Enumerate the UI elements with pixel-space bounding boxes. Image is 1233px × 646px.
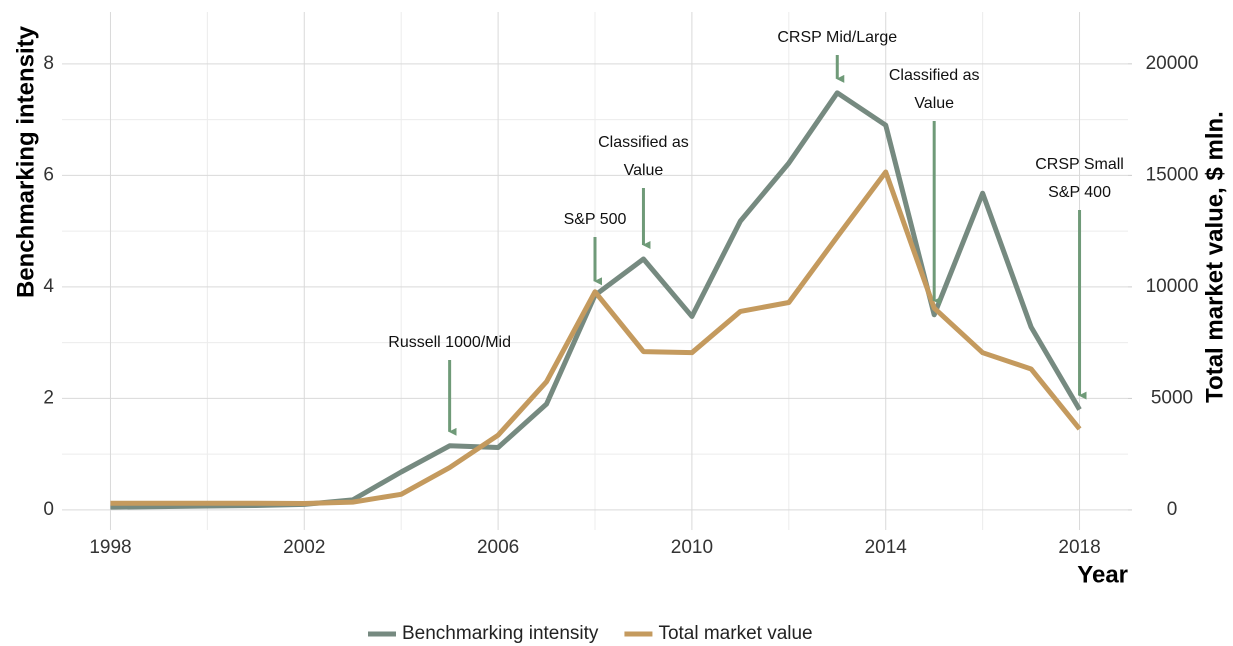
grid (62, 12, 1128, 530)
annotation-text: Russell 1000/Mid (388, 334, 511, 351)
annotation-text: Value (624, 162, 664, 179)
x-tick-label: 2018 (1058, 537, 1100, 558)
y-tick-label: 6 (43, 164, 54, 185)
x-tick-label: 2010 (671, 537, 713, 558)
series-line (110, 169, 1082, 506)
y2-tick-label: 20000 (1146, 53, 1199, 74)
annotation-text: Value (914, 95, 954, 112)
x-tick-label: 2002 (283, 537, 325, 558)
x-tick-label: 1998 (89, 537, 131, 558)
y2-tick-label: 5000 (1151, 387, 1193, 408)
legend-label: Benchmarking intensity (402, 623, 599, 644)
annotation-text: S&P 500 (564, 211, 627, 228)
y-tick-label: 4 (43, 276, 54, 297)
y2-tick-label: 10000 (1146, 276, 1199, 297)
y-axis-title: Benchmarking intensity (12, 25, 39, 298)
y-tick-label: 2 (43, 387, 54, 408)
y-tick-label: 0 (43, 499, 54, 520)
y2-tick-label: 0 (1167, 499, 1178, 520)
x-axis-title: Year (1077, 561, 1128, 588)
annotation-text: S&P 400 (1048, 184, 1111, 201)
annotation-text: CRSP Small (1035, 156, 1124, 173)
x-tick-label: 2006 (477, 537, 519, 558)
legend-label: Total market value (658, 623, 812, 644)
annotation-text: Classified as (889, 67, 980, 84)
y2-axis-title: Total market value, $ mln. (1201, 111, 1228, 403)
annotation-text: CRSP Mid/Large (777, 29, 897, 46)
y-tick-label: 8 (43, 53, 54, 74)
x-tick-label: 2014 (865, 537, 908, 558)
y2-tick-label: 15000 (1146, 164, 1199, 185)
annotation-text: Classified as (598, 134, 689, 151)
